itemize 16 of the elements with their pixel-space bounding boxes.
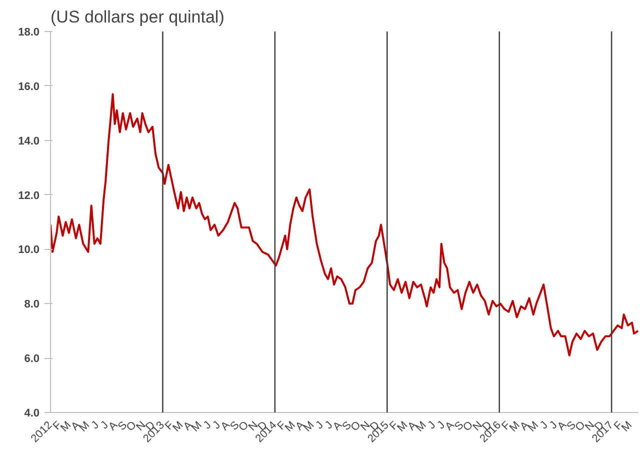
y-tick-label: 8.0 [24, 298, 40, 311]
y-tick-label: 12.0 [18, 190, 40, 202]
x-tick-label: M [282, 419, 298, 434]
y-tick-label: 18.0 [18, 26, 40, 38]
line-series [50, 93, 638, 356]
x-tick-label: M [620, 419, 635, 434]
x-tick-label: M [58, 419, 74, 434]
chart-title: (US dollars per quintal) [50, 8, 224, 26]
x-tick-label: M [507, 419, 522, 434]
x-tick-label: M [170, 419, 186, 434]
y-tick-label: 14.0 [18, 135, 40, 148]
y-tick-label: 10.0 [18, 244, 40, 256]
y-tick-label: 16.0 [18, 80, 40, 93]
x-tick-label: M [395, 419, 410, 434]
y-tick-label: 4.0 [24, 408, 40, 420]
y-tick-label: 6.0 [24, 353, 40, 366]
